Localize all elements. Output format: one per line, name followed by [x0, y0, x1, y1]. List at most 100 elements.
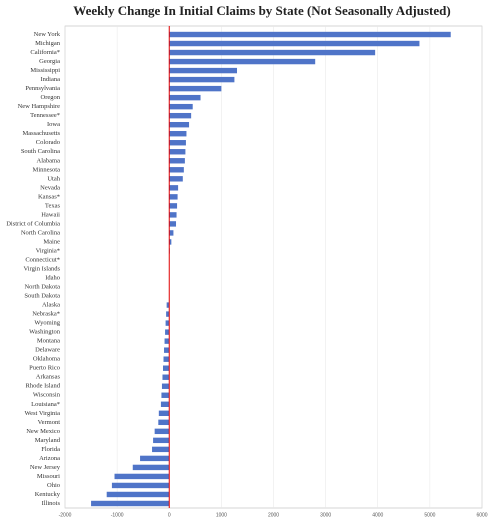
- bar: [169, 167, 184, 173]
- y-tick-label: Massachusetts: [22, 130, 60, 137]
- bar: [153, 437, 170, 444]
- bar: [169, 85, 222, 92]
- y-tick-label: Montana: [37, 338, 60, 345]
- y-tick-label: New Hampshire: [18, 103, 61, 110]
- y-tick-label: Texas: [45, 202, 61, 209]
- y-tick-label: Alaska: [42, 302, 60, 309]
- y-tick-label: Oregon: [41, 94, 61, 101]
- bar: [166, 302, 170, 308]
- y-tick-label: Maine: [43, 238, 60, 245]
- bar: [166, 311, 170, 317]
- y-tick-label: Vermont: [38, 419, 61, 426]
- bar: [169, 103, 193, 110]
- bar: [162, 365, 170, 371]
- y-tick-label: Idaho: [45, 275, 60, 282]
- x-tick-label: 4000: [372, 512, 383, 518]
- x-tick-label: 1000: [216, 512, 227, 518]
- bar: [140, 455, 170, 462]
- y-tick-label: Delaware: [35, 347, 60, 354]
- bar: [169, 140, 186, 146]
- y-tick-label: Virginia*: [36, 247, 60, 254]
- bar: [169, 158, 185, 164]
- x-tick-label: 6000: [476, 512, 487, 518]
- x-tick-label: 0: [168, 512, 171, 518]
- bar: [169, 221, 177, 227]
- bar: [158, 419, 170, 426]
- y-tick-label: Wyoming: [34, 320, 60, 327]
- bar: [91, 500, 170, 507]
- bar: [169, 76, 235, 83]
- y-tick-label: Hawaii: [41, 211, 60, 218]
- y-tick-label: Washington: [29, 329, 61, 336]
- y-tick-label: Wisconsin: [33, 392, 61, 399]
- bar: [169, 212, 177, 218]
- x-tick-label: -1000: [111, 512, 124, 518]
- y-tick-label: South Dakota: [24, 293, 60, 300]
- y-tick-label: Missouri: [37, 473, 60, 480]
- bar: [169, 58, 316, 65]
- y-tick-label: Utah: [47, 175, 60, 182]
- y-tick-label: Virgin Islands: [23, 265, 60, 272]
- y-tick-label: Mississippi: [30, 67, 60, 74]
- bar: [162, 374, 170, 380]
- y-tick-label: Puerto Rico: [29, 365, 60, 372]
- bar: [161, 392, 170, 398]
- x-tick-label: 5000: [424, 512, 435, 518]
- bar: [169, 176, 183, 182]
- bar: [169, 239, 172, 245]
- y-tick-label: Pennsylvania: [25, 85, 60, 92]
- y-tick-label: Connecticut*: [25, 256, 60, 263]
- bar: [169, 230, 174, 236]
- bar: [111, 482, 170, 489]
- y-tick-label: North Carolina: [21, 229, 60, 236]
- y-tick-label: Rhode Island: [26, 383, 61, 390]
- bar: [169, 31, 451, 38]
- bar: [164, 347, 170, 353]
- y-tick-label: Iowa: [47, 121, 60, 128]
- bar: [154, 428, 170, 435]
- y-tick-label: Arkansas: [36, 374, 61, 381]
- y-tick-label: District of Columbia: [6, 220, 60, 227]
- y-tick-label: Minnesota: [33, 166, 61, 173]
- y-tick-label: New Mexico: [26, 428, 60, 435]
- bar: [169, 149, 186, 155]
- bar: [169, 40, 420, 47]
- y-tick-label: Ohio: [47, 482, 60, 489]
- y-tick-label: Georgia: [39, 58, 60, 65]
- y-tick-label: Illinois: [42, 500, 61, 507]
- bar: [163, 356, 170, 362]
- bar: [161, 383, 170, 389]
- y-tick-label: Colorado: [36, 139, 60, 146]
- bar: [169, 194, 178, 200]
- y-tick-label: Maryland: [35, 437, 61, 444]
- y-tick-label: North Dakota: [24, 284, 60, 291]
- y-tick-label: Alabama: [37, 157, 61, 164]
- x-tick-label: 3000: [320, 512, 331, 518]
- y-tick-label: Nevada: [40, 184, 60, 191]
- bar: [169, 67, 238, 74]
- y-tick-label: New York: [34, 31, 61, 38]
- chart-title: Weekly Change In Initial Claims by State…: [73, 3, 450, 18]
- x-tick-label: 2000: [268, 512, 279, 518]
- bar: [165, 329, 170, 335]
- y-tick-label: West Virginia: [25, 410, 61, 417]
- y-tick-label: Nebraska*: [32, 311, 60, 318]
- bar: [169, 112, 192, 119]
- bar: [158, 410, 170, 417]
- x-tick-label: -2000: [59, 512, 72, 518]
- y-tick-label: California*: [30, 49, 60, 56]
- bar: [106, 491, 170, 498]
- y-tick-label: Michigan: [35, 40, 61, 47]
- bar: [169, 94, 201, 101]
- bar: [160, 401, 170, 407]
- y-tick-label: South Carolina: [21, 148, 60, 155]
- bar: [169, 185, 179, 191]
- y-tick-label: Kentucky: [35, 491, 61, 498]
- y-tick-label: Arizona: [39, 455, 60, 462]
- bar: [165, 320, 170, 326]
- bar: [152, 446, 170, 453]
- y-tick-label: Florida: [41, 446, 60, 453]
- y-tick-label: New Jersey: [30, 464, 61, 471]
- y-tick-label: Kansas*: [38, 193, 60, 200]
